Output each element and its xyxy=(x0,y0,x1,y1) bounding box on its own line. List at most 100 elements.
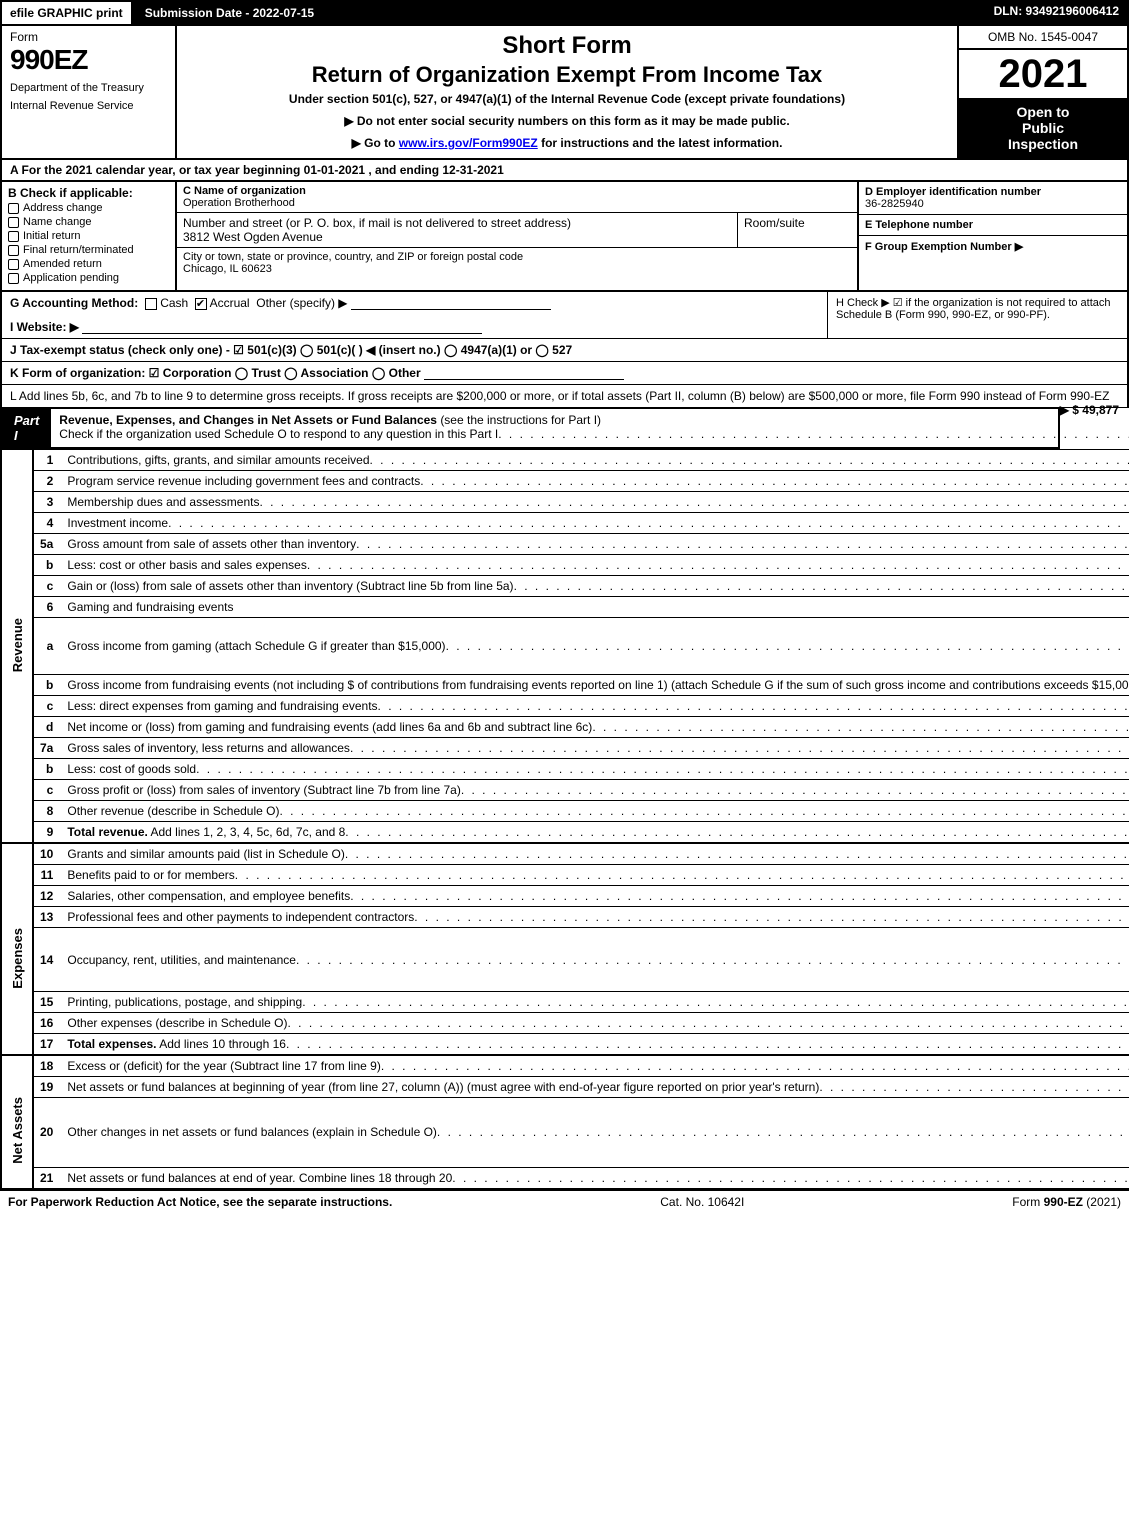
g-accrual: Accrual xyxy=(210,296,250,310)
chk-amended-return[interactable]: Amended return xyxy=(8,258,169,270)
table-row: 21Net assets or fund balances at end of … xyxy=(1,1167,1129,1189)
side-cell xyxy=(1,991,33,1012)
irs-link[interactable]: www.irs.gov/Form990EZ xyxy=(399,136,538,150)
side-cell xyxy=(1,886,33,907)
g-cash-box[interactable] xyxy=(145,298,157,310)
tax-year: 2021 xyxy=(959,50,1127,98)
line-desc: Less: cost of goods sold xyxy=(61,759,1129,780)
d-value: 36-2825940 xyxy=(865,198,924,210)
line-i: I Website: ▶ xyxy=(10,320,819,334)
c-room-label: Room/suite xyxy=(744,216,805,230)
side-cell: Revenue xyxy=(1,618,33,675)
chk-name-change[interactable]: Name change xyxy=(8,216,169,228)
line-desc: Other revenue (describe in Schedule O) xyxy=(61,801,1129,822)
f-label: F Group Exemption Number ▶ xyxy=(865,241,1023,253)
table-row: 16Other expenses (describe in Schedule O… xyxy=(1,1012,1129,1033)
g-other-line[interactable] xyxy=(351,296,551,310)
footer-center: Cat. No. 10642I xyxy=(392,1195,1012,1209)
c-addr-value: 3812 West Ogden Avenue xyxy=(183,230,323,244)
info-row: B Check if applicable: Address change Na… xyxy=(0,182,1129,292)
line-desc: Gross sales of inventory, less returns a… xyxy=(61,738,1129,759)
line-desc: Occupancy, rent, utilities, and maintena… xyxy=(61,928,1129,992)
line-number: d xyxy=(33,717,61,738)
line-g: G Accounting Method: Cash Accrual Other … xyxy=(2,292,827,338)
side-cell xyxy=(1,1012,33,1033)
section-b: B Check if applicable: Address change Na… xyxy=(2,182,177,290)
line-number: 19 xyxy=(33,1076,61,1097)
topbar-spacer xyxy=(326,0,983,26)
line-j: J Tax-exempt status (check only one) - ☑… xyxy=(0,339,1129,362)
side-cell xyxy=(1,843,33,865)
side-cell xyxy=(1,597,33,618)
f-group: F Group Exemption Number ▶ xyxy=(859,236,1127,257)
inspection-box: Open to Public Inspection xyxy=(959,98,1127,158)
line-desc: Excess or (deficit) for the year (Subtra… xyxy=(61,1055,1129,1077)
side-cell xyxy=(1,907,33,928)
form-label: Form xyxy=(10,30,167,44)
d-label: D Employer identification number xyxy=(865,186,1041,198)
chk-initial-return[interactable]: Initial return xyxy=(8,230,169,242)
side-cell xyxy=(1,738,33,759)
table-row: 2Program service revenue including gover… xyxy=(1,471,1129,492)
table-row: 1Contributions, gifts, grants, and simil… xyxy=(1,450,1129,471)
line-desc: Other changes in net assets or fund bala… xyxy=(61,1097,1129,1167)
c-city: City or town, state or province, country… xyxy=(177,248,857,278)
line-desc: Net income or (loss) from gaming and fun… xyxy=(61,717,1129,738)
part1-title: Revenue, Expenses, and Changes in Net As… xyxy=(51,409,1129,447)
section-def: D Employer identification number 36-2825… xyxy=(857,182,1127,290)
l-text: L Add lines 5b, 6c, and 7b to line 9 to … xyxy=(10,389,1109,403)
line-number: 20 xyxy=(33,1097,61,1167)
line-desc: Net assets or fund balances at end of ye… xyxy=(61,1167,1129,1189)
table-row: cLess: direct expenses from gaming and f… xyxy=(1,696,1129,717)
line-number: b xyxy=(33,759,61,780)
side-cell xyxy=(1,555,33,576)
side-cell xyxy=(1,865,33,886)
table-row: 11Benefits paid to or for members11 xyxy=(1,865,1129,886)
chk-address-change[interactable]: Address change xyxy=(8,202,169,214)
table-row: cGain or (loss) from sale of assets othe… xyxy=(1,576,1129,597)
line-number: a xyxy=(33,618,61,675)
table-row: 15Printing, publications, postage, and s… xyxy=(1,991,1129,1012)
line-number: 15 xyxy=(33,991,61,1012)
chk-final-return[interactable]: Final return/terminated xyxy=(8,244,169,256)
line-desc: Grants and similar amounts paid (list in… xyxy=(61,843,1129,865)
line-number: 17 xyxy=(33,1033,61,1055)
line-k: K Form of organization: ☑ Corporation ◯ … xyxy=(0,362,1129,385)
form-header: Form 990EZ Department of the Treasury In… xyxy=(0,26,1129,160)
submission-date: Submission Date - 2022-07-15 xyxy=(133,0,326,26)
side-cell xyxy=(1,1055,33,1077)
line-number: 12 xyxy=(33,886,61,907)
line-desc: Gross profit or (loss) from sales of inv… xyxy=(61,780,1129,801)
line-number: 13 xyxy=(33,907,61,928)
part1-table: 1Contributions, gifts, grants, and simil… xyxy=(0,449,1129,1190)
k-other-line[interactable] xyxy=(424,366,624,380)
line-number: 7a xyxy=(33,738,61,759)
line-desc: Net assets or fund balances at beginning… xyxy=(61,1076,1129,1097)
side-cell xyxy=(1,1033,33,1055)
e-label: E Telephone number xyxy=(865,219,973,231)
return-title: Return of Organization Exempt From Incom… xyxy=(187,62,947,88)
line-l: L Add lines 5b, 6c, and 7b to line 9 to … xyxy=(0,385,1129,408)
note-ssn: ▶ Do not enter social security numbers o… xyxy=(187,114,947,128)
line-number: 8 xyxy=(33,801,61,822)
inspection-2: Public xyxy=(963,120,1123,136)
g-other: Other (specify) ▶ xyxy=(256,296,347,310)
table-row: 19Net assets or fund balances at beginni… xyxy=(1,1076,1129,1097)
side-cell xyxy=(1,492,33,513)
line-number: 6 xyxy=(33,597,61,618)
chk-application-pending[interactable]: Application pending xyxy=(8,272,169,284)
form-number: 990EZ xyxy=(10,44,167,76)
efile-label[interactable]: efile GRAPHIC print xyxy=(0,0,133,26)
c-city-value: Chicago, IL 60623 xyxy=(183,263,272,275)
footer-right: Form 990-EZ (2021) xyxy=(1012,1195,1121,1209)
table-row: 8Other revenue (describe in Schedule O)8 xyxy=(1,801,1129,822)
side-cell xyxy=(1,471,33,492)
table-row: 10Grants and similar amounts paid (list … xyxy=(1,843,1129,865)
table-row: bLess: cost or other basis and sales exp… xyxy=(1,555,1129,576)
g-accrual-box[interactable] xyxy=(195,298,207,310)
line-desc: Benefits paid to or for members xyxy=(61,865,1129,886)
line-desc: Total revenue. Add lines 1, 2, 3, 4, 5c,… xyxy=(61,822,1129,844)
website-input[interactable] xyxy=(82,320,482,334)
line-number: 2 xyxy=(33,471,61,492)
table-row: 6Gaming and fundraising events xyxy=(1,597,1129,618)
